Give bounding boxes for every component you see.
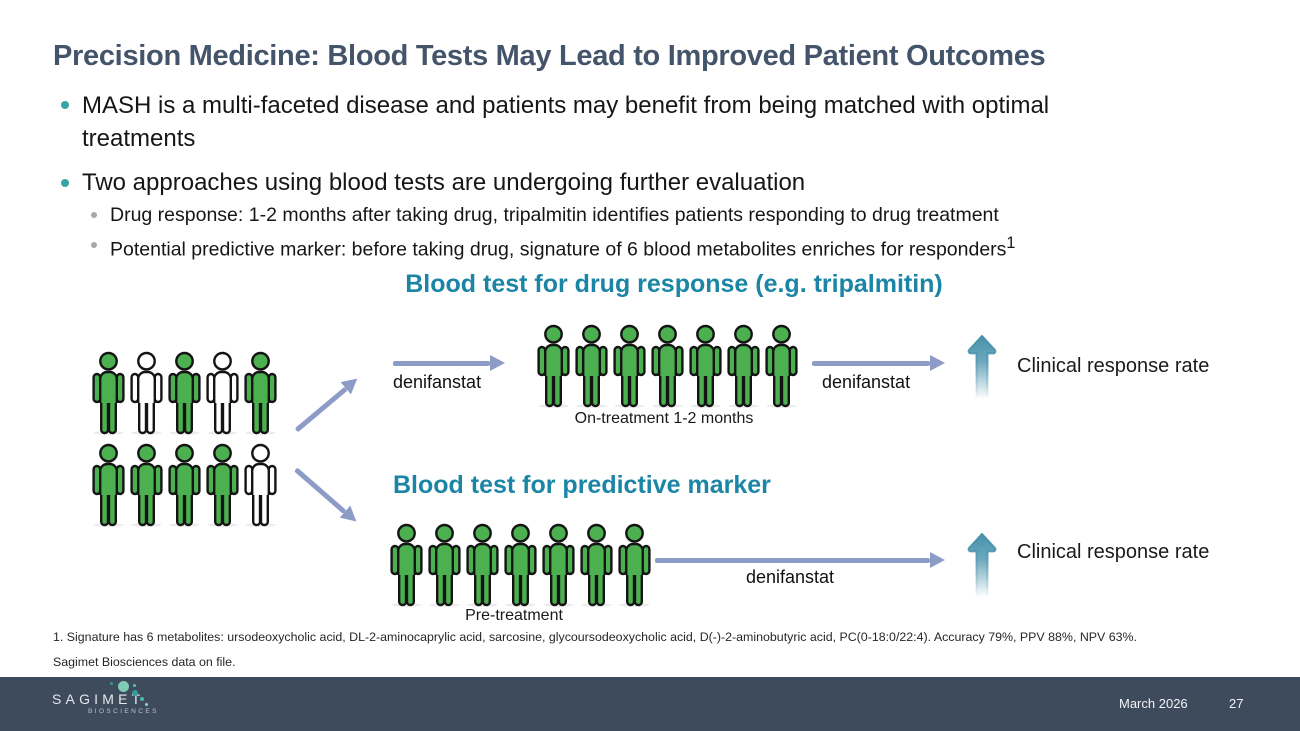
person-icon [537, 324, 570, 408]
baseline-population-row-1 [90, 351, 280, 435]
person-icon [466, 523, 499, 607]
logo-dot-icon [145, 703, 148, 706]
person-icon [428, 523, 461, 607]
arrow-shaft [655, 557, 930, 563]
label-denifanstat-top-2: denifanstat [822, 372, 911, 392]
person-icon [390, 523, 423, 607]
arrow-denifanstat-top-1 [393, 355, 505, 371]
increase-arrow-bottom [967, 533, 997, 598]
logo-dot-icon [118, 681, 129, 692]
person-icon [244, 351, 277, 435]
pre-treatment-group [388, 523, 654, 607]
person-icon [613, 324, 646, 408]
bullet-two-approaches: Two approaches using blood tests are und… [82, 169, 806, 196]
person-icon [206, 351, 239, 435]
sub-bullet-predictive-marker: Potential predictive marker: before taki… [110, 233, 1190, 263]
page-title: Precision Medicine: Blood Tests May Lead… [53, 40, 1046, 72]
label-denifanstat-top-1: denifanstat [393, 372, 482, 392]
person-icon [244, 443, 277, 527]
sub-bullet-marker [91, 242, 97, 248]
person-icon [542, 523, 575, 607]
footer-bar: SAGIMET BIOSCIENCES March 2026 27 [0, 677, 1300, 731]
arrow-denifanstat-top-2 [812, 355, 945, 371]
sub-bullet-text: Potential predictive marker: before taki… [110, 238, 1007, 261]
person-icon [168, 443, 201, 527]
sub-bullet-drug-response: Drug response: 1-2 months after taking d… [110, 204, 999, 226]
arrow-head [490, 355, 505, 371]
bullet-marker [61, 101, 69, 109]
person-icon [689, 324, 722, 408]
page-number: 27 [1229, 696, 1244, 711]
on-treatment-group [535, 324, 801, 408]
arrow-shaft [393, 360, 490, 366]
label-clinical-response-bottom: Clinical response rate [1017, 541, 1210, 563]
arrow-denifanstat-bottom [655, 552, 945, 568]
person-icon [651, 324, 684, 408]
person-icon [206, 443, 239, 527]
heading-predictive-marker: Blood test for predictive marker [393, 471, 771, 499]
bullet-marker [61, 179, 69, 187]
slide-date: March 2026 [1119, 696, 1188, 711]
person-icon [504, 523, 537, 607]
person-icon [130, 351, 163, 435]
footnote-line-2: Sagimet Biosciences data on file. [53, 655, 236, 669]
person-icon [168, 351, 201, 435]
arrow-shaft [294, 386, 348, 432]
arrow-head [930, 552, 945, 568]
branch-arrow-up [291, 372, 363, 436]
footnote-line-1: 1. Signature has 6 metabolites: ursodeox… [53, 630, 1137, 644]
arrow-shaft [812, 360, 930, 366]
label-denifanstat-bottom: denifanstat [745, 567, 835, 587]
logo-dot-icon [133, 684, 136, 687]
person-icon [580, 523, 613, 607]
person-icon [92, 351, 125, 435]
heading-drug-response: Blood test for drug response (e.g. tripa… [405, 270, 943, 298]
person-icon [727, 324, 760, 408]
label-on-treatment: On-treatment 1-2 months [574, 410, 754, 427]
increase-arrow-top [967, 335, 997, 400]
bullet-mash: MASH is a multi-faceted disease and pati… [82, 92, 1050, 153]
sub-bullet-marker [91, 212, 97, 218]
arrow-shaft [294, 467, 347, 514]
label-pre-treatment: Pre-treatment [465, 607, 563, 624]
sagimet-logo-subtext: BIOSCIENCES [88, 708, 159, 715]
branch-arrow-down [291, 463, 362, 528]
person-icon [575, 324, 608, 408]
person-icon [130, 443, 163, 527]
person-icon [765, 324, 798, 408]
logo-dot-icon [110, 682, 113, 685]
arrow-head [930, 355, 945, 371]
sagimet-logo: SAGIMET [52, 691, 145, 707]
logo-dot-icon [140, 697, 144, 701]
person-icon [618, 523, 651, 607]
label-clinical-response-top: Clinical response rate [1017, 355, 1210, 377]
footnote-reference: 1 [1006, 234, 1016, 252]
logo-dot-icon [132, 690, 138, 696]
person-icon [92, 443, 125, 527]
baseline-population-row-2 [90, 443, 280, 527]
